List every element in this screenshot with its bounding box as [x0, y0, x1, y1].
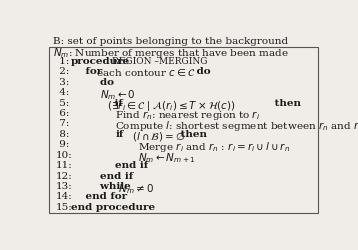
- Text: 13:: 13:: [56, 181, 73, 190]
- Text: REGION –MERGING: REGION –MERGING: [112, 56, 207, 66]
- Text: end if: end if: [100, 171, 134, 180]
- Text: 1:: 1:: [56, 56, 69, 66]
- Text: 12:: 12:: [56, 171, 73, 180]
- Text: B: set of points belonging to the background: B: set of points belonging to the backgr…: [53, 37, 288, 46]
- Text: end procedure: end procedure: [71, 202, 155, 211]
- Text: end for: end for: [71, 192, 127, 201]
- FancyBboxPatch shape: [49, 48, 318, 213]
- Text: then: then: [177, 129, 207, 138]
- Text: then: then: [271, 98, 301, 107]
- Text: Merge $r_i$ and $r_n$ : $r_i = r_i \cup l \cup r_n$: Merge $r_i$ and $r_n$ : $r_i = r_i \cup …: [138, 140, 290, 154]
- Text: 9:: 9:: [56, 140, 69, 149]
- Text: 3:: 3:: [56, 77, 69, 86]
- Text: do: do: [193, 67, 211, 76]
- Text: procedure: procedure: [71, 56, 130, 66]
- Text: 2:: 2:: [56, 67, 69, 76]
- Text: 4:: 4:: [56, 88, 69, 97]
- Text: Find $r_n$: nearest region to $r_i$: Find $r_n$: nearest region to $r_i$: [116, 108, 261, 122]
- Text: for: for: [71, 67, 102, 76]
- Text: 7:: 7:: [56, 119, 69, 128]
- Text: $(l \cap \mathcal{B}) = \emptyset$: $(l \cap \mathcal{B}) = \emptyset$: [129, 129, 186, 142]
- Text: each contour $c \in \mathcal{C}$: each contour $c \in \mathcal{C}$: [93, 67, 196, 78]
- Text: 11:: 11:: [56, 160, 73, 170]
- Text: 10:: 10:: [56, 150, 73, 159]
- Text: while: while: [71, 181, 131, 190]
- Text: $N_m \leftarrow N_{m+1}$: $N_m \leftarrow N_{m+1}$: [138, 150, 195, 164]
- Text: $N_m$: Number of merges that have been made: $N_m$: Number of merges that have been m…: [53, 46, 289, 60]
- Text: Compute $l$: shortest segment between $r_n$ and $r_i$: Compute $l$: shortest segment between $r…: [116, 119, 358, 133]
- Text: end if: end if: [116, 160, 149, 170]
- Text: $(\exists r_i \in \mathcal{C} \mid \mathcal{A}(r_i) \leq T \times \mathcal{H}(c): $(\exists r_i \in \mathcal{C} \mid \math…: [105, 98, 236, 112]
- Text: if: if: [116, 129, 124, 138]
- Text: do: do: [71, 77, 114, 86]
- Text: if: if: [71, 98, 123, 107]
- Text: 14:: 14:: [56, 192, 73, 201]
- Text: 6:: 6:: [56, 108, 69, 118]
- Text: 8:: 8:: [56, 129, 69, 138]
- Text: 15:: 15:: [56, 202, 73, 211]
- Text: $N_m \neq 0$: $N_m \neq 0$: [116, 181, 155, 195]
- Text: 5:: 5:: [56, 98, 69, 107]
- Text: $N_m \leftarrow 0$: $N_m \leftarrow 0$: [100, 88, 136, 102]
